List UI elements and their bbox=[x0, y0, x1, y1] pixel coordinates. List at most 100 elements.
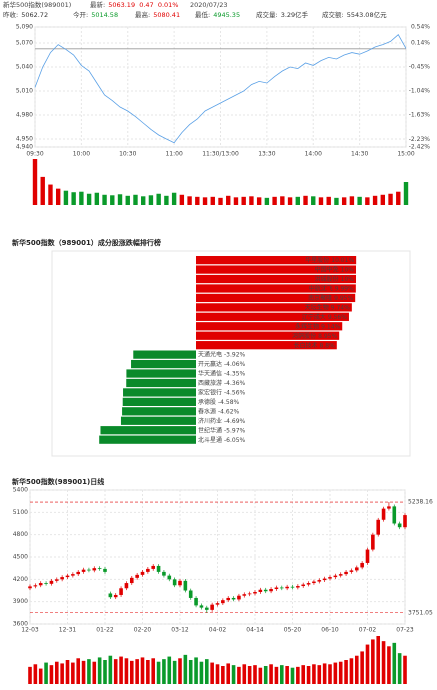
volume-bar bbox=[187, 196, 192, 205]
candle-body bbox=[376, 519, 381, 535]
volume-bar bbox=[129, 660, 134, 684]
volume-bar bbox=[264, 197, 270, 205]
bar bbox=[99, 435, 196, 444]
bar-value: 10% bbox=[341, 276, 355, 283]
volume-bar bbox=[287, 197, 293, 205]
volume-bar bbox=[156, 661, 161, 684]
bar-label: 永辉生物 9.14% bbox=[295, 322, 340, 330]
bar-label: 鸿鹄股份 8.95% bbox=[292, 331, 337, 339]
volume-bar bbox=[365, 197, 370, 205]
volume-bar bbox=[119, 656, 123, 684]
bar-label: 天通光电 -3.92% bbox=[198, 350, 246, 358]
volume-bar bbox=[63, 190, 69, 205]
header-field: 成交额: 5543.08亿元 bbox=[322, 10, 387, 19]
field-value: 5062.72 bbox=[21, 11, 48, 19]
volume-bar bbox=[215, 664, 220, 684]
y-tick-label: 4800 bbox=[13, 531, 28, 538]
bar-name: 华星股份 bbox=[305, 256, 329, 264]
candle-body bbox=[381, 508, 386, 520]
field-label: 今开: bbox=[73, 10, 88, 19]
volume-bar bbox=[171, 192, 177, 205]
y-tick-label: 4,980 bbox=[16, 112, 33, 119]
volume-bar bbox=[272, 196, 277, 205]
volume-bar bbox=[349, 196, 355, 205]
volume-bar bbox=[233, 197, 239, 205]
y2-tick-label: -2.42% bbox=[409, 144, 431, 151]
volume-bar bbox=[403, 182, 409, 205]
bar bbox=[196, 265, 356, 274]
candle-body bbox=[140, 571, 145, 575]
volume-bar bbox=[388, 193, 393, 205]
volume-bar bbox=[94, 192, 100, 205]
volume-bar bbox=[290, 667, 295, 684]
volume-bar bbox=[326, 196, 331, 205]
candle-body bbox=[151, 565, 156, 569]
volume-bar bbox=[188, 660, 193, 684]
candle-body bbox=[226, 597, 231, 601]
field-label: 成交额: bbox=[322, 10, 344, 19]
volume-bar bbox=[135, 659, 139, 684]
candle-body bbox=[258, 589, 263, 592]
x-tick-label: 14:30 bbox=[351, 151, 368, 158]
bar bbox=[126, 378, 196, 388]
field-value: 5014.58 bbox=[91, 11, 118, 19]
x-tick-label: 10:00 bbox=[73, 151, 90, 158]
candle-body bbox=[60, 577, 64, 580]
candle-body bbox=[365, 549, 370, 563]
bar-value: -4.69% bbox=[224, 417, 246, 424]
volume-bar bbox=[54, 661, 59, 684]
volume-bar bbox=[279, 665, 284, 684]
candle-body bbox=[290, 586, 295, 588]
volume-bar bbox=[194, 657, 198, 684]
field-label: 最低: bbox=[195, 10, 210, 19]
kline-title: 新华500指数(989001)日线 bbox=[12, 477, 104, 486]
x-tick-label: 04-14 bbox=[246, 627, 264, 634]
candle-body bbox=[204, 607, 209, 610]
candle-body bbox=[124, 583, 129, 589]
bar bbox=[196, 256, 357, 265]
header-field: 2020/07/23 bbox=[190, 1, 227, 9]
volume-bar bbox=[376, 636, 381, 684]
field-value: 3.29亿手 bbox=[281, 10, 309, 19]
candle-body bbox=[210, 604, 214, 610]
header-field: 昨收: 5062.72 bbox=[3, 10, 48, 19]
candle-body bbox=[28, 586, 32, 589]
candle-body bbox=[156, 565, 161, 572]
volume-bar bbox=[296, 666, 300, 684]
volume-bar bbox=[237, 666, 241, 684]
volume-bar bbox=[32, 159, 38, 205]
candle-body bbox=[65, 575, 70, 578]
volume-bar bbox=[249, 196, 254, 205]
y2-tick-label: -1.63% bbox=[409, 111, 431, 118]
y2-tick-label: -2.23% bbox=[409, 136, 431, 143]
candle-body bbox=[113, 594, 118, 598]
bar-label: 华天通信 -4.35% bbox=[198, 369, 246, 377]
volume-bar bbox=[285, 666, 289, 684]
ranking-title: 新华500指数（989001）成分股涨跌幅排行榜 bbox=[12, 238, 161, 247]
candle-body bbox=[403, 515, 407, 528]
x-tick-label: 12-03 bbox=[21, 627, 39, 634]
bar-value: 9.95% bbox=[334, 295, 353, 302]
bar-name: 北斗星通 bbox=[198, 435, 222, 443]
volume-bar bbox=[301, 665, 306, 684]
y-tick-label: 5,090 bbox=[16, 24, 33, 31]
bar bbox=[122, 397, 196, 406]
candle-body bbox=[269, 589, 273, 592]
volume-bar bbox=[113, 659, 118, 684]
candle-body bbox=[199, 605, 204, 608]
volume-bar bbox=[253, 665, 257, 684]
volume-bar bbox=[344, 660, 348, 684]
x-tick-label: 12-31 bbox=[59, 627, 77, 634]
volume-bar bbox=[140, 657, 145, 684]
volume-bar bbox=[365, 644, 370, 684]
candle-body bbox=[33, 585, 38, 587]
candle-body bbox=[54, 579, 59, 581]
candle-body bbox=[301, 584, 306, 587]
header-field: 新华500指数(989001) bbox=[3, 0, 71, 9]
volume-bar bbox=[371, 639, 375, 684]
volume-bar bbox=[242, 664, 247, 684]
x-tick-label: 03-12 bbox=[171, 627, 189, 634]
bar-value: -6.05% bbox=[224, 436, 246, 443]
volume-bar bbox=[403, 655, 407, 684]
